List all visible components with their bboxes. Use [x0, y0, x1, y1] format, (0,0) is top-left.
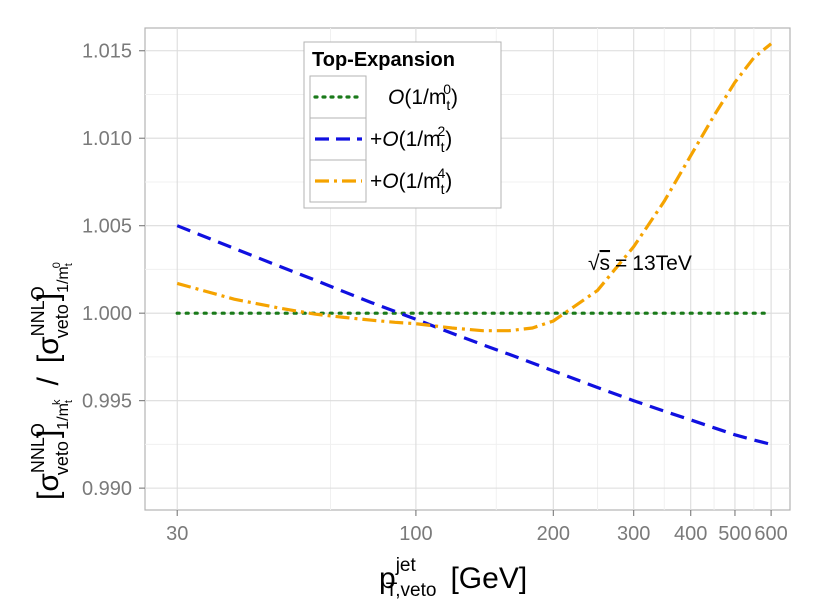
x-tick-label: 400 [674, 523, 707, 545]
y-tick-label: 1.005 [82, 216, 132, 238]
x-tick-label: 100 [399, 523, 432, 545]
legend-label-0: O(1/mt0) [388, 81, 458, 113]
y-tick-label: 0.995 [82, 391, 132, 413]
x-axis-ticks: 30 100 200 300 400 500 600 [166, 510, 788, 545]
series-line-1 [176, 224, 772, 446]
legend-title: Top-Expansion [312, 49, 455, 71]
y-tick-label: 1.015 [82, 41, 132, 63]
legend: Top-Expansion O(1/mt0) +O(1/mt2) +O(1/mt… [303, 41, 502, 209]
x-tick-label: 500 [718, 523, 751, 545]
legend-label-1: +O(1/mt2) [370, 123, 452, 155]
x-tick-label: 300 [617, 523, 650, 545]
y-tick-label: 0.990 [82, 478, 132, 500]
y-axis-label: [σNNLO veto]1/mtk/[σNNLO veto]1/mt0 [28, 262, 75, 500]
x-tick-label: 200 [537, 523, 570, 545]
x-axis-label: pjet T,veto [GeV] [379, 555, 527, 601]
legend-label-2: +O(1/mt4) [370, 165, 452, 197]
x-tick-label: 600 [754, 523, 787, 545]
series-lines [175, 42, 773, 446]
y-tick-label: 1.010 [82, 128, 132, 150]
energy-annotation: √s = 13TeV [588, 252, 692, 275]
series-line-2 [176, 42, 773, 333]
x-tick-label: 30 [166, 523, 188, 545]
y-tick-label: 1.000 [82, 303, 132, 325]
y-axis-ticks: 0.990 0.995 1.000 1.005 1.010 1.015 [82, 41, 145, 500]
